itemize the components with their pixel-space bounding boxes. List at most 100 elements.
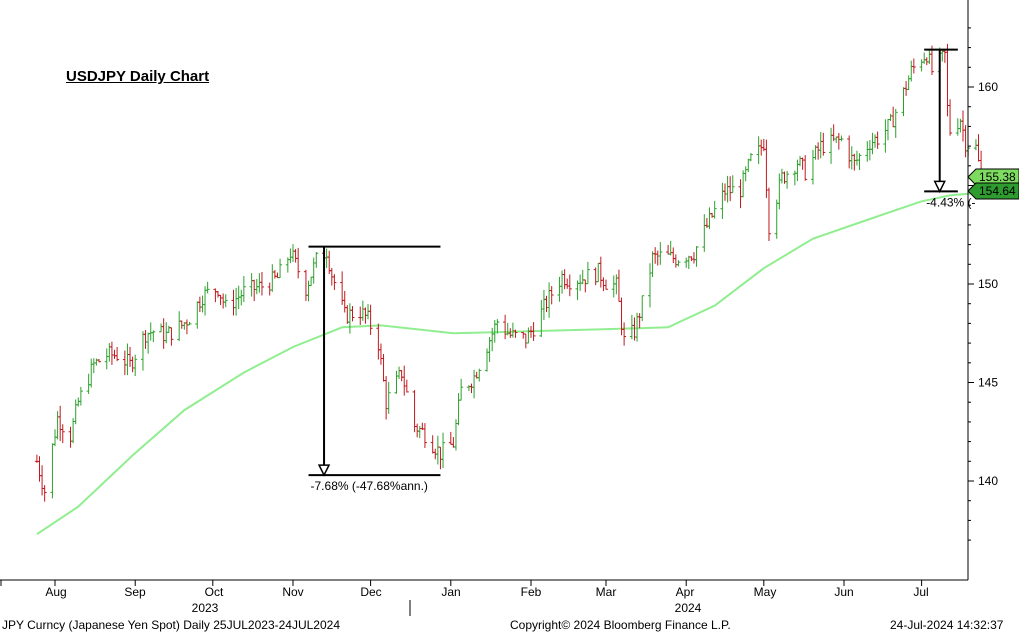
x-month-label: Feb (521, 585, 542, 599)
price-bar (847, 135, 852, 169)
x-month-label: May (754, 585, 777, 599)
price-bar (725, 175, 730, 203)
price-bar (402, 365, 407, 396)
price-bar (179, 320, 184, 329)
price-bar (565, 278, 570, 289)
price-bar (865, 141, 870, 162)
price-bar (430, 435, 435, 454)
price-bar (122, 350, 127, 376)
price-bar (50, 443, 55, 499)
price-bar (146, 332, 151, 354)
price-bar (89, 358, 94, 388)
price-bar (764, 139, 769, 198)
price-bar (818, 132, 823, 159)
price-bar (159, 323, 164, 333)
price-bar (195, 301, 200, 329)
price-bar (218, 294, 223, 306)
price-bar (746, 158, 751, 173)
price-bar (378, 343, 383, 365)
price-bar (960, 110, 965, 142)
price-bar (585, 261, 590, 285)
price-bar (904, 81, 909, 96)
price-bar (738, 179, 743, 209)
price-bar (922, 52, 927, 64)
price-bar (347, 303, 352, 334)
price-bar (125, 343, 130, 376)
price-bar (234, 287, 239, 316)
y-tick-label: 140 (978, 474, 998, 488)
price-bar (622, 322, 627, 346)
moving-average-badge-shape (967, 182, 1019, 200)
price-bar (901, 87, 906, 117)
price-bar (777, 173, 782, 210)
price-bar (200, 295, 205, 313)
price-bar (161, 318, 166, 349)
price-bar (720, 182, 725, 219)
price-bar (911, 58, 916, 74)
price-bar (723, 183, 728, 201)
price-bar (184, 319, 189, 335)
x-month-label: Sep (124, 585, 146, 599)
price-bar (562, 269, 567, 290)
price-bar (58, 405, 63, 441)
price-bar (924, 57, 929, 66)
price-bar (800, 157, 805, 170)
timestamp: 24-Jul-2024 14:32:37 (890, 618, 1004, 632)
price-bar (368, 304, 373, 335)
price-bar (130, 356, 135, 373)
price-bar (107, 343, 112, 362)
price-bar (676, 260, 681, 267)
price-bar (112, 349, 117, 359)
price-bar (629, 314, 634, 340)
price-bar (215, 290, 220, 298)
price-bar (422, 423, 427, 449)
price-bar (466, 385, 471, 392)
price-bar (803, 155, 808, 181)
x-month-label: Jun (834, 585, 853, 599)
price-bar (549, 286, 554, 305)
price-bar (774, 199, 779, 239)
price-bar (143, 330, 148, 349)
price-bar (666, 244, 671, 255)
price-bar (148, 322, 153, 341)
price-bar (324, 248, 329, 268)
price-bar (257, 273, 262, 293)
price-bar (893, 108, 898, 138)
price-bar (870, 132, 875, 155)
price-bar (53, 429, 58, 447)
price-bar (404, 379, 409, 393)
price-bar (360, 300, 365, 321)
last-price-badge-label: 155.38 (979, 170, 1016, 184)
price-bar (867, 140, 872, 161)
price-bar (86, 373, 91, 394)
price-bar (756, 136, 761, 165)
price-bar (766, 187, 771, 242)
price-bar (187, 321, 192, 326)
price-bar (510, 322, 515, 338)
moving-average-badge: 154.64 (967, 182, 1019, 200)
price-bar (241, 275, 246, 303)
annotation-arrow-head (317, 464, 331, 477)
price-bar (399, 370, 404, 382)
price-bar (834, 136, 839, 144)
price-bar (96, 359, 101, 363)
price-bar (311, 257, 316, 284)
price-bar (653, 247, 658, 264)
x-month-label: Jul (913, 585, 928, 599)
x-month-label: Apr (676, 585, 695, 599)
price-bar (133, 354, 138, 377)
price-bar (616, 269, 621, 302)
x-month-label: Jan (441, 585, 460, 599)
price-bar (854, 150, 859, 166)
price-bar (275, 272, 280, 279)
price-bar (684, 257, 689, 268)
price-bar (94, 358, 99, 366)
price-bar (55, 411, 60, 440)
price-bar (829, 127, 834, 164)
price-bar (296, 247, 301, 279)
price-bar (37, 456, 42, 482)
price-bar (712, 200, 717, 219)
price-bar (601, 277, 606, 292)
price-bar (888, 113, 893, 122)
price-bar (523, 333, 528, 349)
